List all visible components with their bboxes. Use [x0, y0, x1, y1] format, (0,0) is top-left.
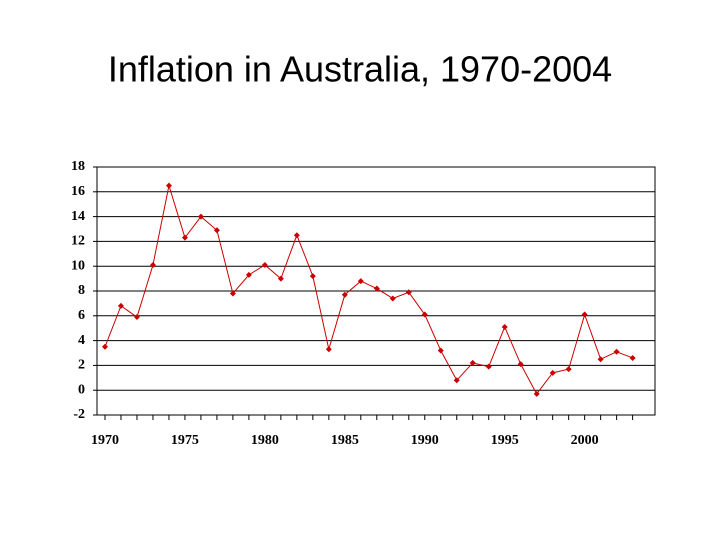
marker	[357, 278, 364, 285]
marker	[533, 390, 540, 397]
marker	[101, 343, 108, 350]
y-tick-label: 8	[78, 283, 85, 298]
marker	[149, 261, 156, 268]
marker	[581, 311, 588, 318]
marker	[501, 323, 508, 330]
marker	[213, 227, 220, 234]
x-tick-label: 1995	[491, 433, 519, 448]
marker	[245, 271, 252, 278]
marker	[389, 295, 396, 302]
y-tick-label: 12	[71, 234, 85, 249]
marker	[453, 377, 460, 384]
marker	[421, 311, 428, 318]
marker	[437, 347, 444, 354]
marker	[181, 234, 188, 241]
y-tick-label: 6	[78, 308, 85, 323]
y-tick-label: 16	[71, 184, 85, 199]
marker	[293, 232, 300, 239]
chart-title: Inflation in Australia, 1970-2004	[108, 49, 612, 90]
marker	[469, 359, 476, 366]
marker	[229, 290, 236, 297]
marker	[309, 273, 316, 280]
marker	[485, 363, 492, 370]
y-tick-label: 10	[71, 258, 85, 273]
line	[104, 185, 633, 395]
marker	[325, 346, 332, 353]
marker	[629, 354, 636, 361]
marker	[341, 291, 348, 298]
marker	[165, 182, 172, 189]
y-tick-label: 14	[71, 209, 85, 224]
marker	[373, 285, 380, 292]
marker	[133, 314, 140, 321]
marker	[613, 348, 620, 355]
x-tick-label: 1990	[411, 433, 439, 448]
y-tick-label: 18	[71, 159, 85, 174]
x-tick-label: 1980	[251, 433, 279, 448]
x-tick-label: 2000	[571, 433, 599, 448]
marker	[117, 302, 124, 309]
y-tick-label: 4	[78, 333, 85, 348]
marker	[517, 361, 524, 368]
marker	[565, 366, 572, 373]
x-tick-label: 1970	[91, 433, 119, 448]
y-tick-label: 0	[78, 382, 85, 397]
x-tick-label: 1985	[331, 433, 359, 448]
marker	[277, 275, 284, 282]
marker	[549, 369, 556, 376]
marker	[197, 213, 204, 220]
marker	[261, 261, 268, 268]
y-tick-label: -2	[73, 407, 85, 422]
marker	[405, 289, 412, 296]
marker	[597, 356, 604, 363]
y-tick-label: 2	[78, 358, 85, 373]
x-tick-label: 1975	[171, 433, 199, 448]
